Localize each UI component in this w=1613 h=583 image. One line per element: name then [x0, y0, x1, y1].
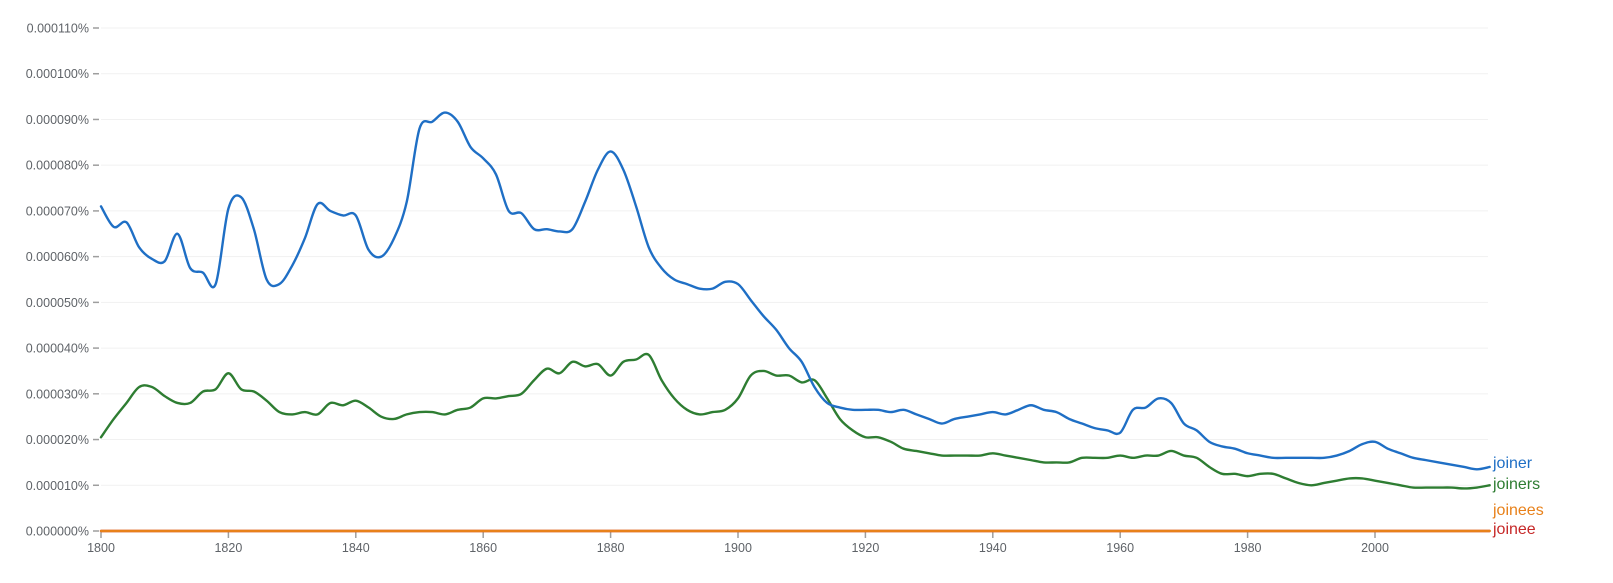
- y-tick-label: 0.000070%: [26, 204, 89, 218]
- series-label-joiner[interactable]: joiner: [1492, 455, 1533, 472]
- series-line-joiner[interactable]: [99, 111, 1491, 471]
- x-tick-label: 1940: [979, 541, 1007, 555]
- y-tick-label: 0.000100%: [26, 67, 89, 81]
- series-line-joiners[interactable]: [99, 352, 1491, 490]
- x-tick-label: 1840: [342, 541, 370, 555]
- x-tick-label: 1880: [597, 541, 625, 555]
- y-axis: 0.000000% 0.000010% 0.000020% 0.000030% 0.00…: [26, 22, 99, 539]
- series-label-joiners[interactable]: joiners: [1492, 476, 1540, 493]
- gridlines: [101, 27, 1488, 532]
- x-tick-label: 1860: [469, 541, 497, 555]
- y-tick-label: 0.000080%: [26, 159, 89, 173]
- y-tick-label: 0.000060%: [26, 250, 89, 264]
- y-tick-label: 0.000040%: [26, 342, 89, 356]
- y-tick-label: 0.000020%: [26, 433, 89, 447]
- y-tick-label: 0.000090%: [26, 113, 89, 127]
- series-label-joinee[interactable]: joinee: [1492, 521, 1536, 538]
- x-tick-label: 2000: [1361, 541, 1389, 555]
- x-tick-label: 1820: [214, 541, 242, 555]
- x-tick-label: 1800: [87, 541, 115, 555]
- x-tick-label: 1920: [851, 541, 879, 555]
- series-end-labels: joiner joiners joinees joinee: [1492, 455, 1544, 538]
- y-tick-label: 0.000030%: [26, 387, 89, 401]
- y-tick-label: 0.000010%: [26, 479, 89, 493]
- series-lines: [99, 111, 1491, 533]
- x-tick-label: 1960: [1106, 541, 1134, 555]
- x-tick-label: 1900: [724, 541, 752, 555]
- series-label-joinees[interactable]: joinees: [1492, 502, 1544, 519]
- y-tick-label: 0.000050%: [26, 296, 89, 310]
- x-tick-label: 1980: [1234, 541, 1262, 555]
- y-tick-label: 0.000110%: [27, 22, 89, 36]
- y-tick-label: 0.000000%: [26, 525, 89, 539]
- x-axis: 1800 1820 1840 1860 1880 1900 1920 1940 1960 1980…: [87, 531, 1389, 555]
